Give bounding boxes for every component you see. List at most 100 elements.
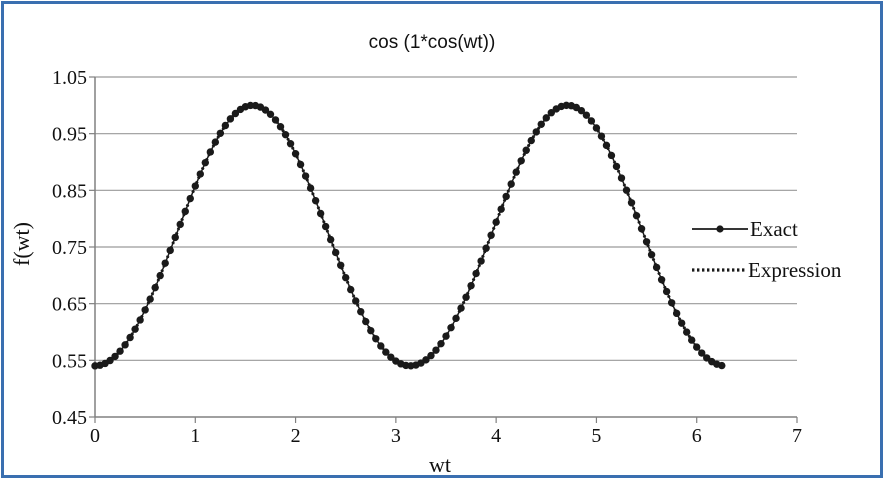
data-point [191,182,199,190]
data-point [472,269,480,278]
data-point [542,114,550,122]
x-tick-label: 3 [391,425,401,447]
y-tick-label: 0.65 [52,294,87,316]
data-point [106,356,114,365]
data-point [337,261,345,269]
data-point [622,186,631,194]
data-point [291,150,300,158]
y-tick-label: 0.75 [52,237,87,259]
data-point [116,347,124,355]
data-point [161,259,169,267]
data-point [657,276,666,284]
data-point [582,111,591,119]
data-point [352,297,360,305]
legend-exact-marker [716,225,724,233]
data-point [321,222,330,231]
data-point [587,117,596,125]
x-tick-label: 1 [190,425,200,447]
data-point [487,231,495,239]
series-expression-line [94,103,723,368]
data-point [146,295,154,303]
data-point [372,335,380,343]
data-point [261,106,270,114]
x-axis-label: wt [429,452,451,477]
legend: Exact Expression [692,217,842,282]
data-point [602,141,611,150]
data-point [331,248,340,257]
series-expression [94,103,723,368]
y-tick-label: 1.05 [52,67,87,89]
data-point [447,323,455,332]
data-point [467,281,475,290]
data-point [226,115,235,123]
data-point [597,132,606,140]
x-tick-label: 6 [692,425,702,447]
data-point [301,172,310,180]
x-tick-label: 0 [90,425,100,447]
series-exact-line [94,104,722,367]
data-point [377,342,385,350]
data-point [612,162,621,171]
y-tick-labels: 0.45 0.55 0.65 0.75 0.85 0.95 1.05 [52,67,95,429]
data-point [522,146,530,154]
legend-expression-label: Expression [748,258,842,282]
data-point [512,168,520,176]
data-point [171,233,179,242]
data-point [617,174,626,182]
data-point [698,349,706,357]
data-point [537,120,545,128]
data-point [216,129,225,137]
data-point [637,225,646,233]
y-tick-label: 0.55 [52,350,87,372]
data-point [677,319,686,327]
data-point [196,170,204,178]
data-point [647,251,656,259]
y-tick-label: 0.95 [52,124,87,146]
data-point [667,299,676,307]
y-axis-label: f(wt) [9,222,34,266]
data-point [457,304,465,312]
data-point [642,238,651,246]
data-point [221,121,230,130]
data-point [662,287,671,296]
data-point [276,123,285,131]
x-tick-labels: 0 1 2 3 4 5 6 7 [90,417,802,447]
chart-title: cos (1*cos(wt)) [369,32,496,53]
data-point [136,316,144,324]
data-point [181,207,189,216]
data-point [206,148,215,156]
x-tick-label: 4 [491,425,501,447]
data-point [547,109,555,117]
data-point [502,192,510,201]
data-point [316,209,325,218]
data-point [342,273,350,282]
data-point [672,309,681,318]
gridlines [95,76,797,361]
data-point [156,271,164,280]
data-point [652,263,661,272]
data-point [422,356,430,364]
data-point [362,317,370,326]
series-exact [91,101,726,370]
data-point [357,307,365,316]
data-point [627,199,636,207]
data-point [432,346,440,354]
data-point [688,336,696,344]
data-point [231,109,240,118]
data-point [311,196,320,205]
data-point [607,151,616,160]
data-point [693,343,701,351]
x-tick-label: 2 [291,425,301,447]
chart-frame [1,1,883,478]
data-point [477,257,485,265]
data-point [507,180,515,188]
data-point [347,285,355,294]
data-point [296,160,305,169]
data-point [532,128,540,136]
data-point [632,211,641,220]
data-point [577,106,586,115]
data-point [442,332,450,340]
data-point [211,138,220,146]
data-point [111,352,119,361]
